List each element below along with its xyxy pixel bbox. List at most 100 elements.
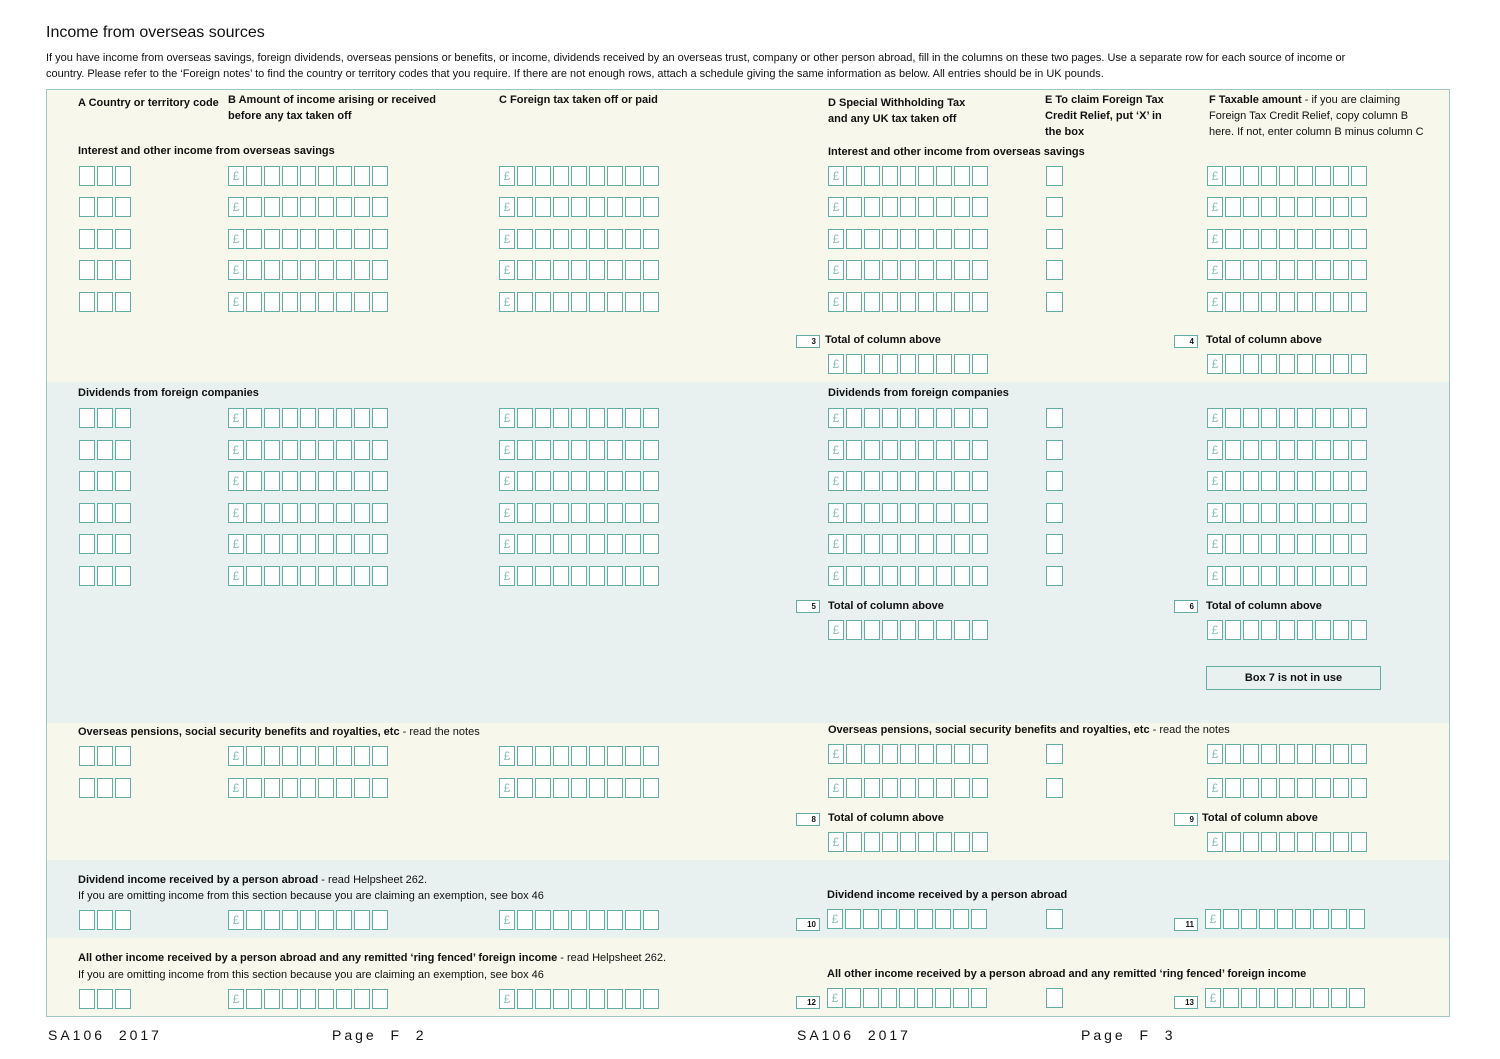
digit-box[interactable]: [1351, 566, 1367, 586]
digit-box[interactable]: [1297, 229, 1313, 249]
digit-box[interactable]: [625, 292, 641, 312]
digit-box[interactable]: [882, 471, 898, 491]
digit-box[interactable]: [1225, 292, 1241, 312]
digit-box[interactable]: [553, 910, 569, 930]
digit-box[interactable]: [971, 988, 987, 1008]
digit-box[interactable]: [1261, 260, 1277, 280]
digit-box[interactable]: [917, 909, 933, 929]
digit-box[interactable]: [318, 566, 334, 586]
total-box-4-field[interactable]: £: [1207, 354, 1367, 374]
digit-box[interactable]: [246, 166, 262, 186]
digit-box[interactable]: [372, 260, 388, 280]
digit-box[interactable]: [900, 408, 916, 428]
digit-box[interactable]: [97, 229, 113, 249]
digit-box[interactable]: [900, 620, 916, 640]
digit-box[interactable]: [900, 166, 916, 186]
digit-box[interactable]: [1297, 471, 1313, 491]
digit-box[interactable]: [846, 440, 862, 460]
savings-row-1-taxable-f-field[interactable]: £: [1207, 166, 1367, 186]
digit-box[interactable]: [846, 534, 862, 554]
digit-box[interactable]: [264, 778, 280, 798]
digit-box[interactable]: [917, 988, 933, 1008]
digit-box[interactable]: [1333, 503, 1349, 523]
other-abroad-amount-b-field[interactable]: £: [228, 989, 388, 1009]
digit-box[interactable]: [864, 197, 880, 217]
digit-box[interactable]: [935, 909, 951, 929]
dividends-row-4-tax-c-field[interactable]: £: [499, 503, 659, 523]
digit-box[interactable]: [336, 910, 352, 930]
digit-box[interactable]: [517, 408, 533, 428]
digit-box[interactable]: [864, 354, 880, 374]
digit-box[interactable]: [972, 408, 988, 428]
digit-box[interactable]: [282, 260, 298, 280]
digit-box[interactable]: [535, 292, 551, 312]
digit-box[interactable]: [336, 292, 352, 312]
digit-box[interactable]: [1313, 909, 1329, 929]
digit-box[interactable]: [1261, 832, 1277, 852]
digit-box[interactable]: [336, 440, 352, 460]
digit-box[interactable]: [1261, 229, 1277, 249]
digit-box[interactable]: [607, 503, 623, 523]
digit-box[interactable]: [1279, 166, 1295, 186]
digit-box[interactable]: [372, 989, 388, 1009]
digit-box[interactable]: [1351, 778, 1367, 798]
digit-box[interactable]: [282, 534, 298, 554]
total-box-3-field[interactable]: £: [828, 354, 988, 374]
digit-box[interactable]: [264, 197, 280, 217]
digit-box[interactable]: [571, 197, 587, 217]
digit-box[interactable]: [589, 260, 605, 280]
digit-box[interactable]: [336, 778, 352, 798]
savings-row-1-country-code-field[interactable]: [79, 166, 131, 186]
savings-row-3-tax-c-field[interactable]: £: [499, 229, 659, 249]
digit-box[interactable]: [643, 746, 659, 766]
total-box-8-field[interactable]: £: [828, 832, 988, 852]
digit-box[interactable]: [954, 354, 970, 374]
digit-box[interactable]: [79, 566, 95, 586]
digit-box[interactable]: [1351, 260, 1367, 280]
digit-box[interactable]: [246, 566, 262, 586]
digit-box[interactable]: [900, 197, 916, 217]
digit-box[interactable]: [517, 440, 533, 460]
digit-box[interactable]: [535, 503, 551, 523]
digit-box[interactable]: [846, 229, 862, 249]
digit-box[interactable]: [1351, 229, 1367, 249]
savings-row-4-taxable-f-field[interactable]: £: [1207, 260, 1367, 280]
dividends-row-3-tax-d-field[interactable]: £: [828, 471, 988, 491]
digit-box[interactable]: [535, 746, 551, 766]
digit-box[interactable]: [97, 260, 113, 280]
digit-box[interactable]: [282, 166, 298, 186]
digit-box[interactable]: [535, 166, 551, 186]
digit-box[interactable]: [625, 260, 641, 280]
digit-box[interactable]: [845, 988, 861, 1008]
digit-box[interactable]: [372, 534, 388, 554]
digit-box[interactable]: [954, 471, 970, 491]
digit-box[interactable]: [1333, 534, 1349, 554]
digit-box[interactable]: [1279, 566, 1295, 586]
digit-box[interactable]: [643, 534, 659, 554]
digit-box[interactable]: [571, 778, 587, 798]
digit-box[interactable]: [372, 910, 388, 930]
digit-box[interactable]: [336, 229, 352, 249]
digit-box[interactable]: [354, 503, 370, 523]
savings-row-5-tax-c-field[interactable]: £: [499, 292, 659, 312]
digit-box[interactable]: [553, 292, 569, 312]
digit-box[interactable]: [97, 746, 113, 766]
digit-box[interactable]: [336, 566, 352, 586]
digit-box[interactable]: [300, 166, 316, 186]
other-abroad-country-code-field[interactable]: [79, 989, 131, 1009]
box-12-field[interactable]: £: [827, 988, 987, 1008]
digit-box[interactable]: [643, 197, 659, 217]
digit-box[interactable]: [372, 566, 388, 586]
digit-box[interactable]: [972, 503, 988, 523]
digit-box[interactable]: [1243, 471, 1259, 491]
digit-box[interactable]: [79, 229, 95, 249]
digit-box[interactable]: [900, 471, 916, 491]
digit-box[interactable]: [936, 566, 952, 586]
savings-row-5-taxable-f-field[interactable]: £: [1207, 292, 1367, 312]
digit-box[interactable]: [972, 260, 988, 280]
digit-box[interactable]: [246, 408, 262, 428]
digit-box[interactable]: [607, 778, 623, 798]
digit-box[interactable]: [1279, 354, 1295, 374]
digit-box[interactable]: [115, 989, 131, 1009]
digit-box[interactable]: [571, 292, 587, 312]
